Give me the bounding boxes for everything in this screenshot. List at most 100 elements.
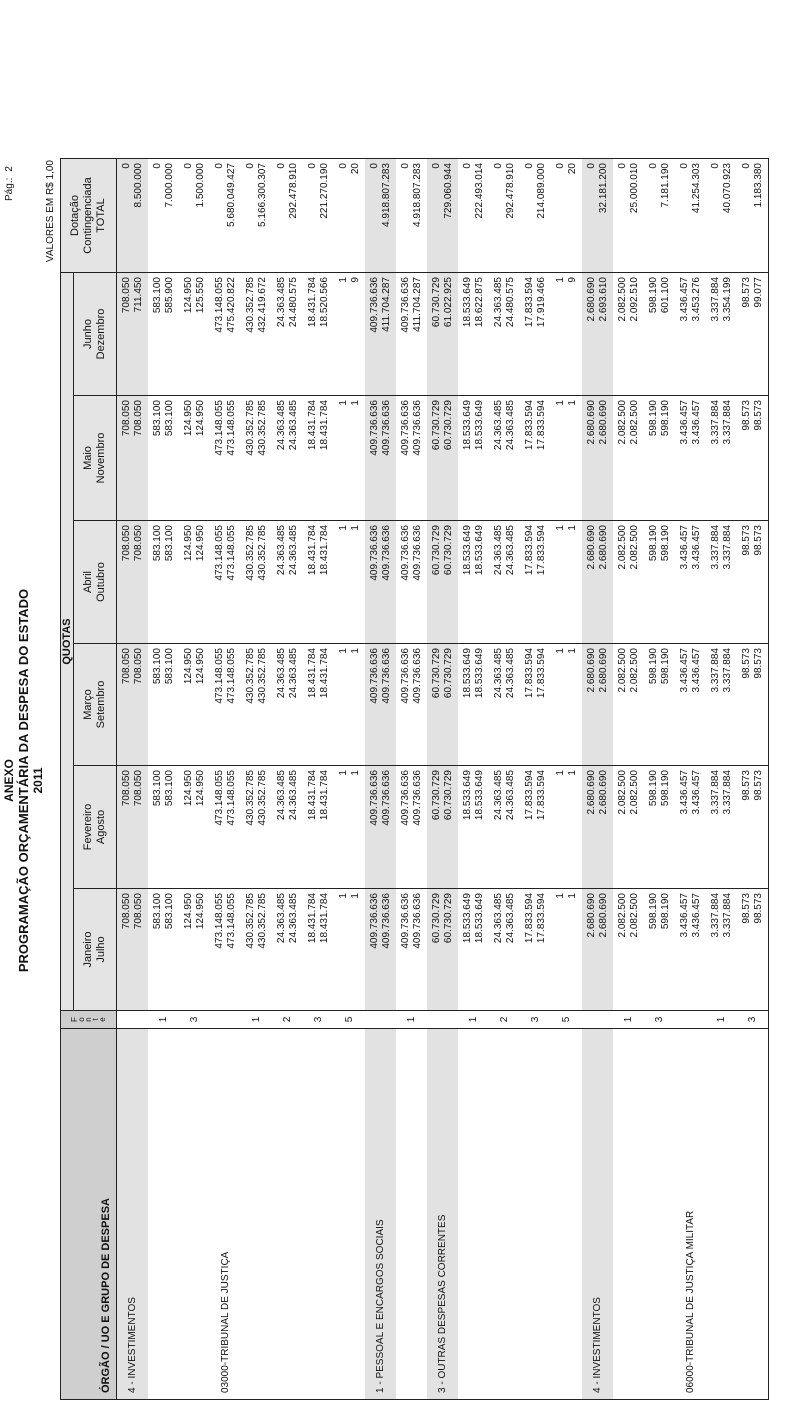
- table-row: 4 - INVESTIMENTOS 2.680.690 2.680.690 2.680…: [582, 158, 613, 1400]
- quota-cell: 473.148.055 473.148.055: [210, 395, 241, 521]
- source-cell: [582, 1010, 613, 1029]
- quota-value: 124.950: [182, 277, 194, 314]
- quota-cell: 24.363.485 24.363.485: [489, 888, 520, 1011]
- quota-value: 18.533.649: [461, 400, 473, 451]
- quota-value: 98.573: [740, 893, 752, 924]
- quota-cell: 18.431.784 18.431.784: [303, 888, 334, 1011]
- quota-value: 1: [566, 525, 578, 531]
- quota-value: 3.354.199: [721, 277, 733, 322]
- quota-value: 473.148.055: [225, 648, 237, 704]
- quota-cell: 3.337.884 3.337.884: [706, 395, 737, 521]
- source-cell: 2: [272, 1010, 303, 1029]
- quota-value: 17.833.594: [523, 400, 535, 451]
- contingency-value: 0: [275, 163, 287, 169]
- quota-cell: 2.680.690 2.680.690: [582, 643, 613, 766]
- month-name: Outubro: [95, 562, 107, 602]
- quota-value: 473.148.055: [213, 648, 225, 704]
- source-cell: [116, 1010, 148, 1029]
- quota-value: 583.100: [163, 770, 175, 807]
- quota-value: 2.082.500: [616, 770, 628, 815]
- total-cell: 0 7.000.000: [148, 158, 179, 273]
- source-cell: 1: [148, 1010, 179, 1029]
- quota-value: 430.352.785: [256, 400, 268, 456]
- total-cell: 0 8.500.000: [116, 158, 148, 273]
- table-row: 2 24.363.485 24.363.485 24.363.485 24.363.48…: [272, 158, 303, 1400]
- quota-value: 18.533.649: [473, 648, 485, 699]
- quota-cell: 409.736.636 409.736.636: [396, 520, 427, 644]
- quota-value: 430.352.785: [244, 400, 256, 456]
- row-label: 1 - PESSOAL E ENCARGOS SOCIAIS: [365, 1028, 396, 1400]
- quota-value: 3.436.457: [678, 525, 690, 570]
- quota-cell: 24.363.485 24.363.485: [272, 395, 303, 521]
- quota-value: 9: [566, 277, 578, 283]
- source-cell: [427, 1010, 458, 1029]
- quota-cell: 430.352.785 430.352.785: [241, 520, 272, 644]
- quota-value: 473.148.055: [213, 770, 225, 826]
- quota-cell: 708.050 708.050: [116, 395, 148, 521]
- row-label: [241, 1028, 272, 1400]
- source-header-text: Fonte: [70, 1015, 105, 1024]
- quota-value: 1: [566, 648, 578, 654]
- quota-value: 17.833.594: [523, 648, 535, 699]
- quota-value: 60.730.729: [442, 770, 454, 821]
- quota-cell: 2.082.500 2.082.500: [613, 765, 644, 889]
- total-header-line: TOTAL: [95, 198, 107, 233]
- row-label: [148, 1028, 179, 1400]
- quota-value: 409.736.636: [380, 770, 392, 826]
- quota-cell: 708.050 708.050: [116, 520, 148, 644]
- row-label: 3 - OUTRAS DESPESAS CORRENTES: [427, 1028, 458, 1400]
- table-row: 1 18.533.649 18.533.649 18.533.649 18.533.64…: [458, 158, 489, 1400]
- total-value: 32.181.200: [597, 163, 609, 214]
- quota-value: 18.431.784: [318, 648, 330, 699]
- total-value: 41.254.303: [690, 163, 702, 214]
- table-row: 5 1 1 1 1 1 1 1 1 1 1 1 9 0 20: [551, 158, 582, 1400]
- contingency-value: 0: [182, 163, 194, 169]
- quota-cell: 2.680.690 2.693.610: [582, 272, 613, 396]
- contingency-value: 0: [461, 163, 473, 169]
- quota-value: 18.533.649: [473, 525, 485, 576]
- quota-cell: 473.148.055 473.148.055: [210, 520, 241, 644]
- quota-value: 18.431.784: [306, 277, 318, 328]
- total-cell: 0 41.254.303: [675, 158, 706, 273]
- table-row: 2 24.363.485 24.363.485 24.363.485 24.363.48…: [489, 158, 520, 1400]
- quota-value: 1: [566, 400, 578, 406]
- quota-value: 598.190: [659, 400, 671, 437]
- quota-value: 3.436.457: [690, 893, 702, 938]
- quota-cell: 409.736.636 409.736.636: [365, 765, 396, 889]
- total-value: 25.000.010: [628, 163, 640, 214]
- budget-table: ÓRGÃO / UO E GRUPO DE DESPESA Fonte QUOT…: [60, 158, 769, 1400]
- quota-cell: 18.533.649 18.533.649: [458, 395, 489, 521]
- row-label: [458, 1028, 489, 1400]
- quota-value: 1: [554, 893, 566, 899]
- page-value: 2: [4, 166, 15, 172]
- quota-value: 18.533.649: [461, 525, 473, 576]
- table-row: 1 - PESSOAL E ENCARGOS SOCIAIS 409.736.63…: [365, 158, 396, 1400]
- total-cell: 0 729.060.944: [427, 158, 458, 273]
- contingency-value: 0: [492, 163, 504, 169]
- table-row: 3 98.573 98.573 98.573 98.573 98.573 98.573 98.…: [737, 158, 769, 1400]
- quota-value: 17.833.594: [535, 893, 547, 944]
- quota-value: 2.082.500: [616, 648, 628, 693]
- contingency-value: 0: [213, 163, 225, 169]
- quota-value: 3.337.884: [721, 648, 733, 693]
- quota-value: 598.190: [659, 893, 671, 930]
- quota-value: 2.693.610: [597, 277, 609, 322]
- row-label: [737, 1028, 769, 1400]
- total-cell: 0 4.918.807.283: [396, 158, 427, 273]
- quota-value: 24.363.485: [492, 648, 504, 699]
- total-value: 292.478.910: [287, 163, 299, 219]
- total-value: 8.500.000: [132, 163, 144, 208]
- quota-value: 583.100: [151, 770, 163, 807]
- quota-value: 17.833.594: [523, 525, 535, 576]
- quota-cell: 409.736.636 409.736.636: [396, 765, 427, 889]
- total-value: 4.918.807.283: [411, 163, 423, 227]
- source-cell: 3: [737, 1010, 769, 1029]
- quota-value: 3.436.457: [690, 648, 702, 693]
- quota-value: 473.148.055: [225, 525, 237, 581]
- quota-value: 3.436.457: [690, 770, 702, 815]
- quota-value: 583.100: [163, 400, 175, 437]
- quota-value: 60.730.729: [430, 648, 442, 699]
- month-header: Maio Novembro: [73, 395, 117, 521]
- total-cell: 0 5.680.049.427: [210, 158, 241, 273]
- quota-value: 17.833.594: [535, 525, 547, 576]
